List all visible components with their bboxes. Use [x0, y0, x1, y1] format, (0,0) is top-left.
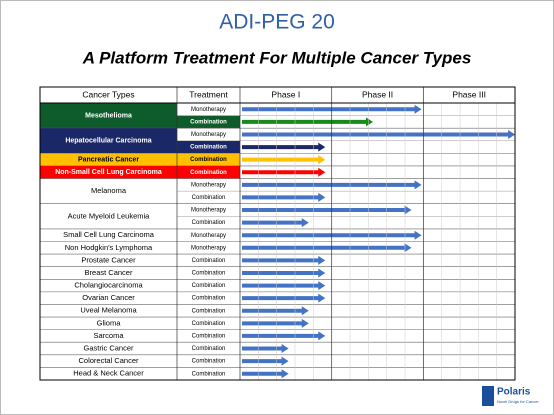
- cancer-label: Uveal Melanoma: [80, 306, 137, 315]
- treatment-label: Combination: [192, 283, 226, 289]
- treatment-label: Combination: [192, 346, 226, 352]
- progress-arrow: [242, 142, 326, 152]
- progress-arrow: [242, 255, 326, 265]
- treatment-label: Combination: [192, 321, 226, 327]
- treatment-cell: [177, 115, 240, 129]
- progress-arrow: [242, 331, 326, 341]
- treatment-label: Monotherapy: [191, 208, 226, 214]
- cancer-label: Gastric Cancer: [83, 344, 134, 353]
- progress-arrow: [242, 344, 289, 354]
- cancer-label: Non-Small Cell Lung Carcinoma: [55, 169, 162, 176]
- cancer-cell: [40, 103, 177, 129]
- treatment-label: Combination: [192, 271, 226, 277]
- progress-arrow: [242, 281, 326, 291]
- treatment-label: Combination: [192, 220, 226, 226]
- cancer-label: Ovarian Cancer: [82, 293, 135, 302]
- treatment-label: Combination: [190, 170, 227, 176]
- progress-arrow: [242, 117, 373, 127]
- progress-arrow: [242, 306, 309, 316]
- progress-arrow: [242, 243, 412, 253]
- treatment-label: Combination: [190, 157, 227, 163]
- header-label: Cancer Types: [82, 89, 134, 99]
- treatment-label: Monotherapy: [191, 182, 226, 188]
- cancer-label: Glioma: [97, 318, 122, 327]
- progress-arrow: [242, 218, 309, 228]
- cancer-label: Sarcoma: [93, 331, 124, 340]
- treatment-label: Combination: [190, 119, 227, 125]
- cancer-cell: [40, 153, 177, 166]
- treatment-cell: [177, 140, 240, 154]
- progress-arrow: [242, 293, 326, 303]
- treatment-cell: [177, 165, 240, 179]
- treatment-label: Combination: [192, 296, 226, 302]
- progress-arrow: [242, 129, 516, 139]
- header-label: Phase I: [271, 89, 300, 99]
- progress-arrow: [242, 356, 289, 366]
- cancer-cell: [40, 128, 177, 154]
- cancer-label: Cholangiocarcinoma: [74, 281, 143, 290]
- progress-arrow: [242, 167, 326, 177]
- cancer-label: Melanoma: [91, 186, 127, 195]
- progress-arrow: [242, 205, 412, 215]
- treatment-label: Combination: [192, 359, 226, 365]
- header-label: Phase III: [452, 89, 486, 99]
- treatment-label: Monotherapy: [191, 132, 226, 138]
- treatment-cell: [177, 153, 240, 166]
- cancer-label: Pancreatic Cancer: [78, 157, 139, 164]
- progress-arrow: [242, 192, 326, 202]
- header-label: Treatment: [189, 89, 228, 99]
- treatment-label: Combination: [190, 145, 227, 151]
- treatment-label: Combination: [192, 308, 226, 314]
- cancer-label: Mesothelioma: [85, 112, 132, 119]
- treatment-label: Combination: [192, 195, 226, 201]
- cancer-label: Small Cell Lung Carcinoma: [63, 230, 155, 239]
- logo-icon: [482, 386, 494, 406]
- cancer-label: Hepatocellular Carcinoma: [65, 138, 151, 145]
- cancer-label: Non Hodgkin's Lymphoma: [65, 243, 153, 252]
- subtitle: A Platform Treatment For Multiple Cancer…: [82, 48, 472, 67]
- treatment-label: Monotherapy: [191, 233, 226, 239]
- cancer-label: Breast Cancer: [85, 268, 133, 277]
- title: ADI-PEG 20: [219, 11, 335, 34]
- cancer-label: Acute Myeloid Leukemia: [68, 211, 151, 220]
- cancer-label: Head & Neck Cancer: [73, 369, 144, 378]
- treatment-label: Monotherapy: [191, 245, 226, 251]
- treatment-label: Combination: [192, 334, 226, 340]
- logo-tagline: Novel Drugs for Cancer: [497, 399, 539, 404]
- treatment-label: Combination: [192, 258, 226, 264]
- cancer-cell: [40, 165, 177, 179]
- progress-arrow: [242, 268, 326, 278]
- cancer-label: Prostate Cancer: [81, 255, 136, 264]
- logo-name: Polaris: [497, 387, 531, 398]
- progress-arrow: [242, 155, 326, 165]
- treatment-label: Monotherapy: [191, 107, 226, 113]
- progress-arrow: [242, 318, 309, 328]
- progress-arrow: [242, 369, 289, 379]
- table-border: [39, 86, 516, 381]
- header-label: Phase II: [362, 89, 393, 99]
- treatment-label: Combination: [192, 371, 226, 377]
- cancer-label: Colorectal Cancer: [78, 356, 139, 365]
